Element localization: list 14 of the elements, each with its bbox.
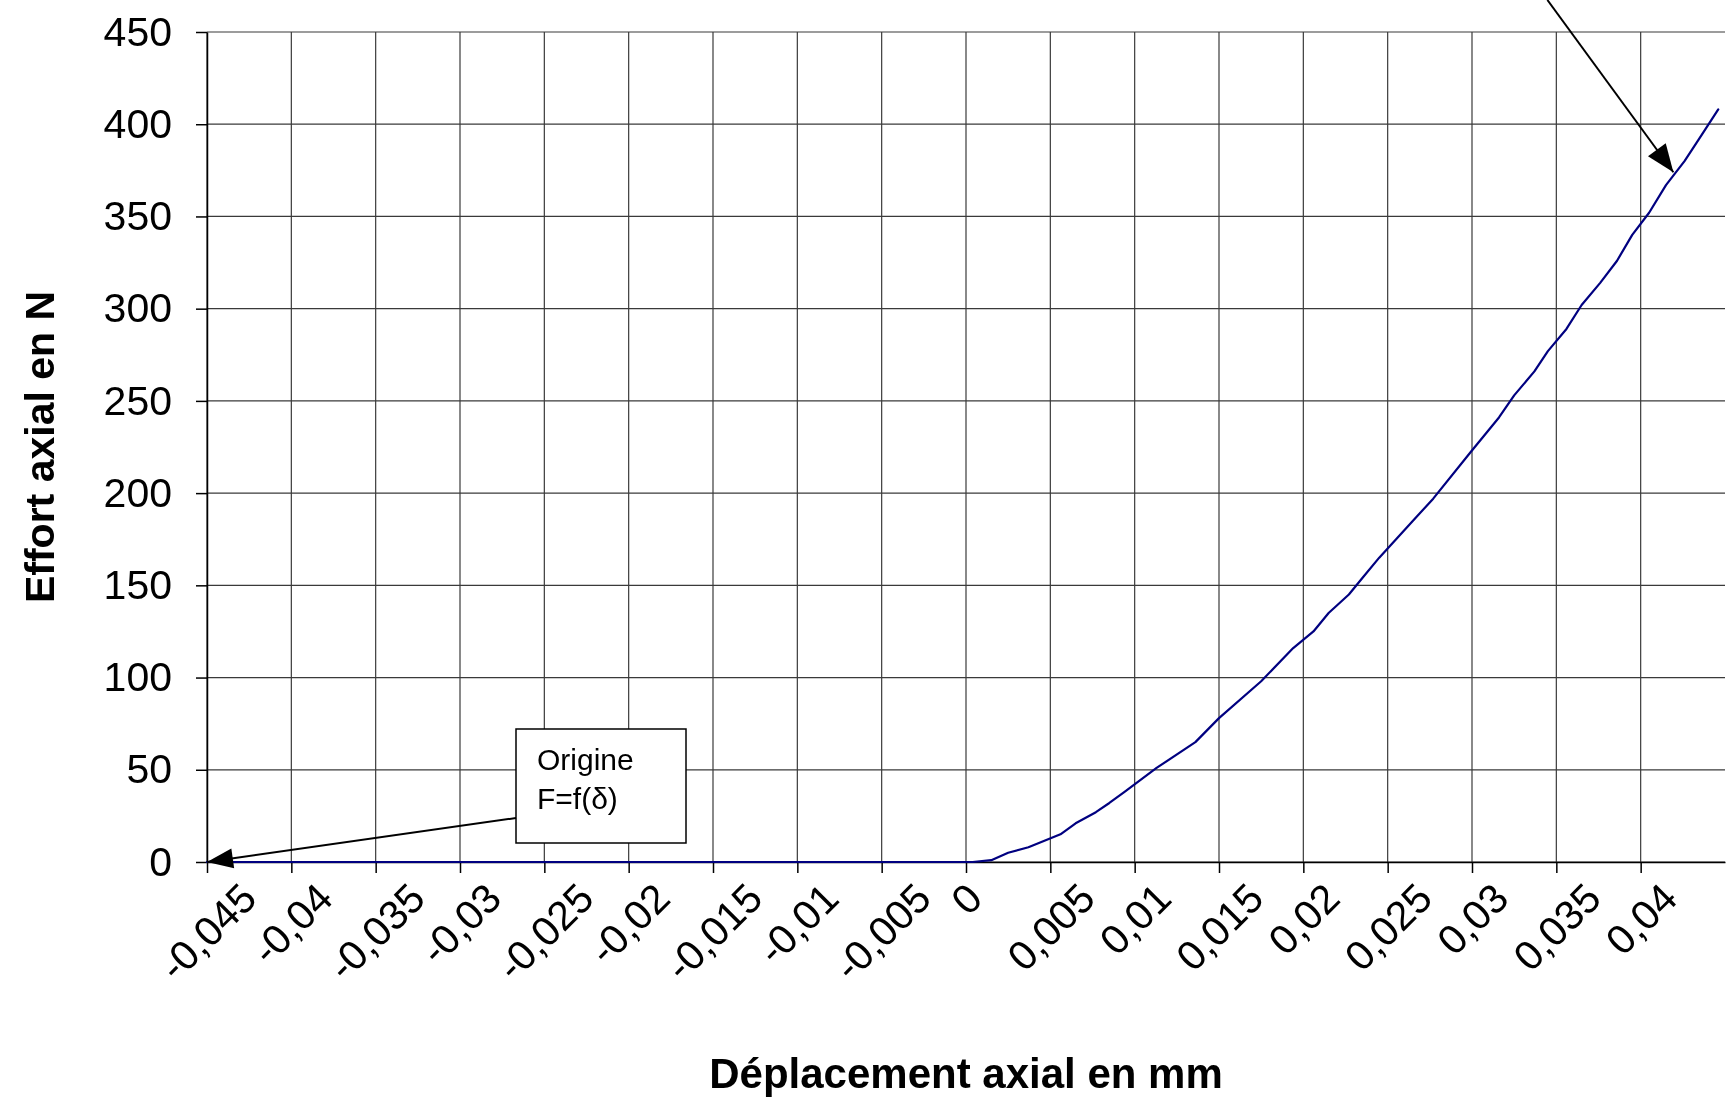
- annotation: Origine F=f(δ): [537, 743, 634, 815]
- y-tick-label: 200: [103, 469, 172, 516]
- y-tick-label: 100: [103, 654, 172, 701]
- y-tick-label: 450: [103, 8, 172, 55]
- y-tick-label: 400: [103, 100, 172, 147]
- y-tick-label: 150: [103, 561, 172, 608]
- y-tick-label: 350: [103, 193, 172, 240]
- y-axis-title: Effort axial en N: [17, 290, 63, 604]
- y-tick-label: 300: [103, 285, 172, 332]
- y-tick-label: 50: [126, 746, 172, 793]
- y-tick-label: 250: [103, 377, 172, 424]
- x-tick-label: 0: [942, 874, 992, 924]
- x-axis-title: Déplacement axial en mm: [709, 1050, 1223, 1097]
- y-tick-label: 0: [149, 838, 172, 885]
